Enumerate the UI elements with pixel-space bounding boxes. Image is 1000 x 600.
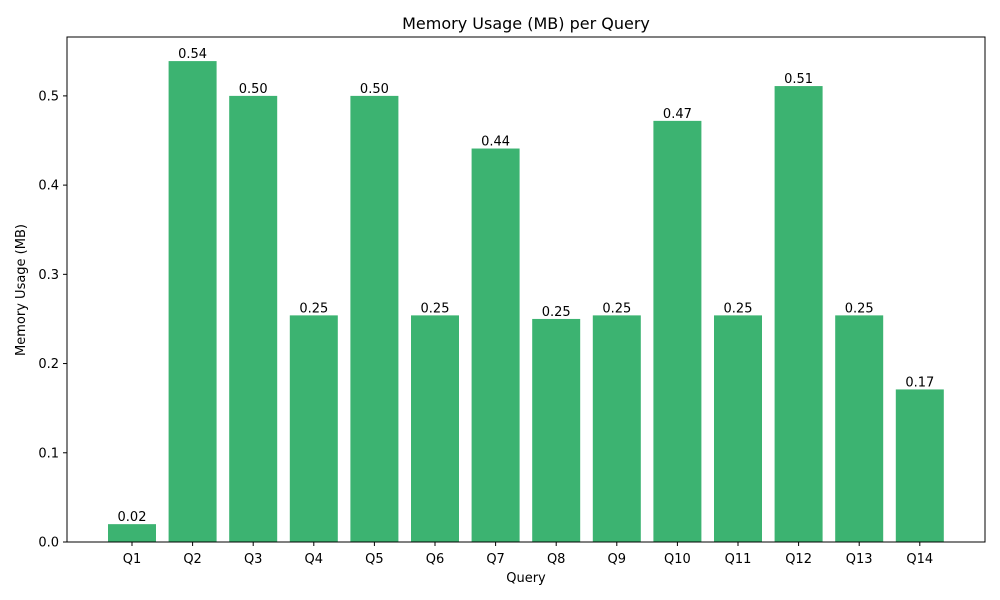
x-tick-label: Q3	[244, 552, 263, 567]
data-label-q14: 0.17	[905, 375, 934, 390]
data-label-q3: 0.50	[239, 82, 268, 97]
bar-q8	[532, 318, 581, 542]
x-tick-label: Q11	[725, 552, 752, 567]
bar-q1	[108, 524, 156, 542]
y-tick-label: 0.5	[38, 89, 59, 104]
x-tick-label: Q12	[785, 552, 812, 567]
y-tick-label: 0.0	[38, 536, 59, 551]
bar-q10	[653, 120, 702, 542]
data-label-q2: 0.54	[178, 47, 207, 62]
x-tick-label: Q13	[846, 552, 873, 567]
x-tick-label: Q7	[486, 552, 505, 567]
chart-title: Memory Usage (MB) per Query	[402, 14, 650, 33]
data-label-q12: 0.51	[784, 72, 813, 87]
bar-q9	[592, 315, 641, 542]
x-tick-label: Q5	[365, 552, 384, 567]
data-label-q7: 0.44	[481, 135, 510, 150]
plot-frame	[66, 36, 986, 543]
bar-q13	[835, 315, 884, 542]
y-axis: 0.0 0.1 0.2 0.3 0.4 0.5	[38, 89, 67, 551]
data-label-q8: 0.25	[542, 305, 571, 320]
x-tick-label: Q6	[426, 552, 445, 567]
y-axis-title: Memory Usage (MB)	[14, 224, 29, 356]
data-label-q1: 0.02	[118, 510, 147, 525]
y-tick-label: 0.4	[38, 179, 59, 194]
bar-q14	[895, 389, 944, 542]
data-label-q4: 0.25	[299, 301, 328, 316]
bars-layer	[108, 61, 944, 543]
x-axis: Q1 Q2 Q3 Q4 Q5 Q6 Q7 Q8 Q9 Q10 Q11 Q12 Q13 Q14	[123, 542, 933, 567]
data-label-q10: 0.47	[663, 107, 692, 122]
bar-q6	[411, 315, 459, 542]
data-labels-layer: 0.02 0.54 0.50 0.25 0.50 0.25 0.44 0.25 0.25 0.47…	[118, 47, 935, 525]
bar-q2	[168, 61, 217, 542]
bar-q7	[471, 148, 520, 543]
data-label-q13: 0.25	[845, 301, 874, 316]
bar-q12	[774, 86, 823, 542]
x-tick-label: Q1	[123, 552, 142, 567]
data-label-q5: 0.50	[360, 82, 389, 97]
bar-q3	[229, 95, 278, 542]
data-label-q11: 0.25	[724, 301, 753, 316]
bar-q11	[714, 315, 762, 542]
y-tick-label: 0.3	[38, 268, 59, 283]
y-tick-label: 0.2	[38, 357, 59, 372]
x-tick-label: Q10	[664, 552, 691, 567]
x-tick-label: Q8	[547, 552, 566, 567]
y-tick-label: 0.1	[38, 446, 59, 461]
x-tick-label: Q9	[608, 552, 627, 567]
x-tick-label: Q4	[305, 552, 324, 567]
x-tick-label: Q14	[906, 552, 933, 567]
x-tick-label: Q2	[183, 552, 202, 567]
x-axis-title: Query	[506, 571, 546, 586]
data-label-q6: 0.25	[421, 301, 450, 316]
bar-q5	[350, 95, 399, 542]
data-label-q9: 0.25	[602, 301, 631, 316]
bar-q4	[289, 315, 338, 542]
